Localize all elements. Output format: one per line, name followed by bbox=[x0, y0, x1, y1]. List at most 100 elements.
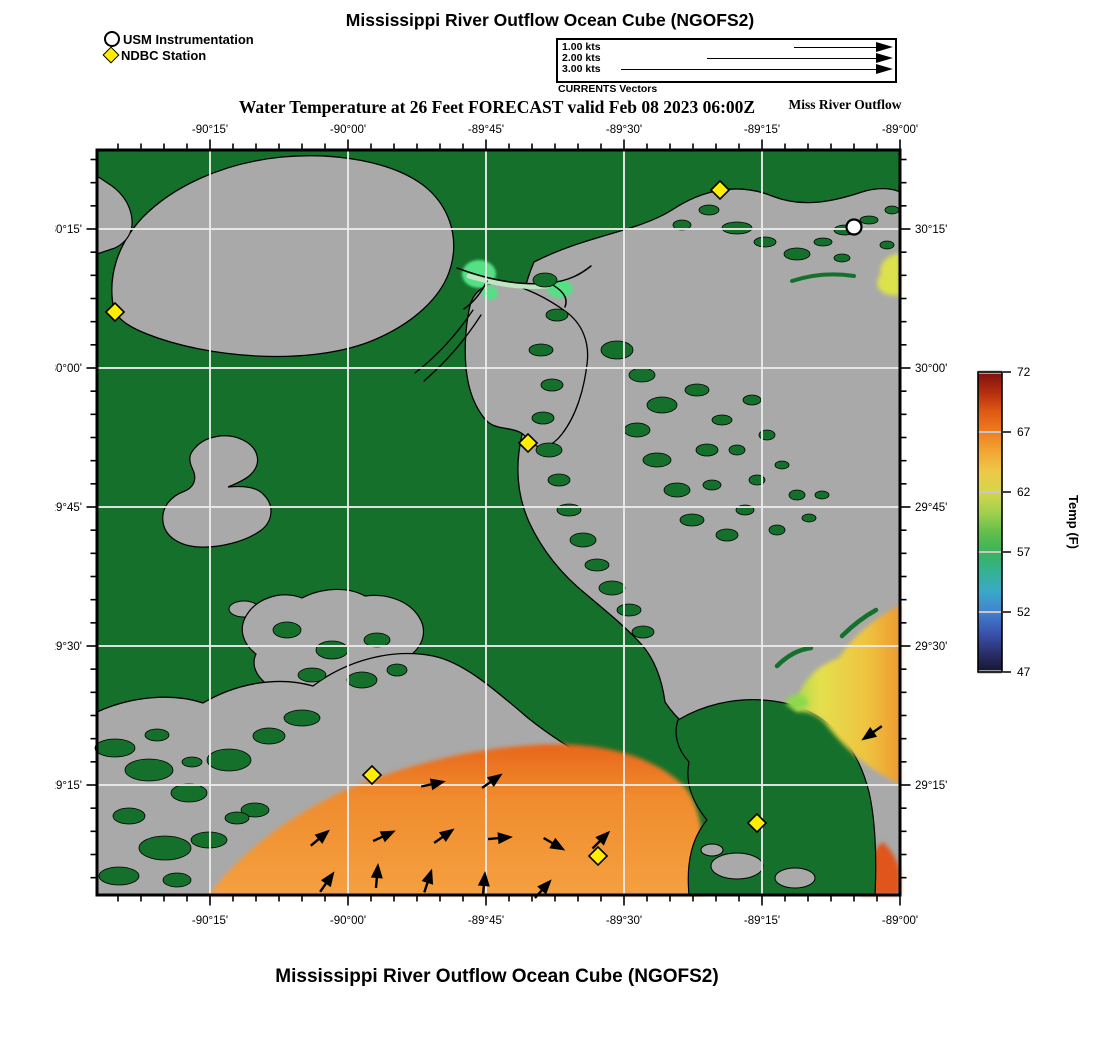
marsh-islet bbox=[859, 215, 879, 225]
currents-speed-label: 2.00 kts bbox=[562, 51, 601, 64]
current-vector-arrow bbox=[534, 879, 552, 899]
latitude-tick-label: 30°00' bbox=[915, 363, 947, 375]
marsh-islet bbox=[774, 460, 790, 470]
marsh-islet bbox=[252, 727, 286, 745]
marsh-islet bbox=[584, 558, 610, 572]
marsh-islet bbox=[715, 528, 739, 542]
current-vector-arrow bbox=[310, 829, 330, 847]
latitude-tick-label: 29°45' bbox=[915, 502, 947, 514]
ndbc-station-marker bbox=[361, 764, 383, 786]
marsh-islet bbox=[698, 204, 720, 216]
marsh-islet bbox=[702, 479, 722, 491]
current-vector-arrow bbox=[319, 871, 335, 893]
vector-arrowhead-icon bbox=[876, 41, 893, 52]
latitude-tick-label: 30°15' bbox=[55, 224, 82, 236]
currents-legend-entry: 2.00 kts bbox=[558, 51, 895, 64]
colorbar-tick-label: 72 bbox=[1017, 365, 1031, 379]
latitude-tick-label: 29°15' bbox=[915, 780, 947, 792]
marsh-islet bbox=[162, 872, 192, 888]
marsh-islet bbox=[206, 748, 252, 772]
longitude-tick-label: -90°00' bbox=[330, 915, 366, 927]
currents-vector-legend: 1.00 kts 2.00 kts 3.00 kts bbox=[556, 38, 897, 83]
ndbc-station-marker bbox=[587, 845, 609, 867]
marsh-islet bbox=[663, 482, 691, 498]
current-vector-arrow bbox=[543, 836, 566, 851]
latitude-tick-label: 30°15' bbox=[915, 224, 947, 236]
marsh-islet bbox=[297, 667, 327, 683]
marsh-islet bbox=[768, 524, 786, 536]
currents-legend-entry: 3.00 kts bbox=[558, 62, 895, 75]
usm-circle-icon bbox=[104, 31, 120, 47]
latitude-tick-label: 30°00' bbox=[55, 363, 82, 375]
legend-label: NDBC Station bbox=[121, 47, 207, 63]
marsh-islet bbox=[813, 237, 833, 247]
current-vector-arrow bbox=[481, 773, 503, 789]
marsh-islet bbox=[884, 205, 900, 215]
longitude-tick-label: -89°45' bbox=[468, 915, 504, 927]
currents-legend-entry: 1.00 kts bbox=[558, 41, 895, 53]
marsh-islet bbox=[540, 378, 564, 392]
colorbar-gradient bbox=[978, 372, 1002, 672]
marsh-islet bbox=[679, 513, 705, 527]
marsh-islet bbox=[144, 728, 170, 742]
map-canvas: -90°15' -90°15' -90°00' -90°00' -89°45' -89°4… bbox=[55, 124, 947, 927]
vector-line bbox=[621, 68, 876, 70]
colorbar-axis-label: Temp (F) bbox=[1066, 495, 1081, 549]
legend-item-ndbc: NDBC Station bbox=[102, 46, 254, 64]
marsh-islet bbox=[695, 443, 719, 457]
forecast-subtitle: Water Temperature at 26 Feet FORECAST va… bbox=[238, 97, 756, 117]
marsh-islet bbox=[642, 452, 672, 468]
currents-speed-label: 3.00 kts bbox=[562, 62, 601, 75]
colorbar-tick-label: 47 bbox=[1017, 665, 1031, 679]
marsh-islet bbox=[532, 272, 558, 288]
temperature-colorbar: 47 52 57 62 67 72 Temp (F) bbox=[977, 365, 1081, 679]
marsh-islet bbox=[569, 532, 597, 548]
marsh-islet bbox=[711, 414, 733, 426]
latitude-tick-label: 29°30' bbox=[915, 641, 947, 653]
marsh-islet bbox=[628, 367, 656, 383]
legend-item-usm: USM Instrumentation bbox=[104, 31, 254, 47]
marsh-islet bbox=[272, 621, 302, 639]
marsh-islet bbox=[758, 429, 776, 441]
marsh-islet bbox=[98, 866, 140, 886]
region-label: Miss River Outflow bbox=[788, 97, 902, 112]
marsh-islet bbox=[753, 236, 777, 248]
vector-line bbox=[794, 46, 876, 48]
ndbc-station-marker bbox=[517, 432, 539, 454]
marsh-islet bbox=[672, 219, 692, 231]
marsh-islet bbox=[545, 308, 569, 322]
marsh-islet bbox=[788, 489, 806, 501]
longitude-tick-label: -89°15' bbox=[744, 124, 780, 136]
latitude-tick-label: 29°15' bbox=[55, 780, 82, 792]
latitude-tick-label: 29°30' bbox=[55, 641, 82, 653]
marsh-islet bbox=[112, 807, 146, 825]
marsh-islet bbox=[283, 709, 321, 727]
marsh-islet bbox=[315, 640, 349, 660]
colorbar-tick-label: 67 bbox=[1017, 425, 1031, 439]
marsh-islet bbox=[363, 632, 391, 648]
latitude-tick-label: 29°45' bbox=[55, 502, 82, 514]
marsh-islet bbox=[547, 473, 571, 487]
marsh-islet bbox=[240, 802, 270, 818]
longitude-tick-label: -89°45' bbox=[468, 124, 504, 136]
map-content: -90°15' -90°15' -90°00' -90°00' -89°45' -89°4… bbox=[55, 124, 947, 927]
marsh-islet bbox=[646, 396, 678, 414]
usm-instrumentation-marker bbox=[845, 218, 863, 236]
station-legend: USM Instrumentation NDBC Station bbox=[102, 31, 254, 64]
ndbc-station-marker bbox=[709, 179, 731, 201]
marsh-islet bbox=[528, 343, 554, 357]
current-vector-arrow bbox=[370, 863, 383, 889]
currents-legend-caption: CURRENTS Vectors bbox=[558, 83, 658, 95]
marsh-islet bbox=[801, 513, 817, 523]
marsh-islet bbox=[531, 411, 555, 425]
marsh-islet bbox=[600, 340, 634, 360]
marsh-islet bbox=[783, 247, 811, 261]
current-vector-arrow bbox=[421, 868, 434, 893]
current-vector-arrow bbox=[591, 830, 611, 850]
vector-line bbox=[707, 57, 876, 59]
marsh-islet bbox=[742, 394, 762, 406]
colorbar-tick-label: 57 bbox=[1017, 545, 1031, 559]
current-vector-arrow bbox=[487, 832, 513, 845]
marsh-islet bbox=[535, 442, 563, 458]
longitude-tick-label: -89°00' bbox=[882, 124, 918, 136]
